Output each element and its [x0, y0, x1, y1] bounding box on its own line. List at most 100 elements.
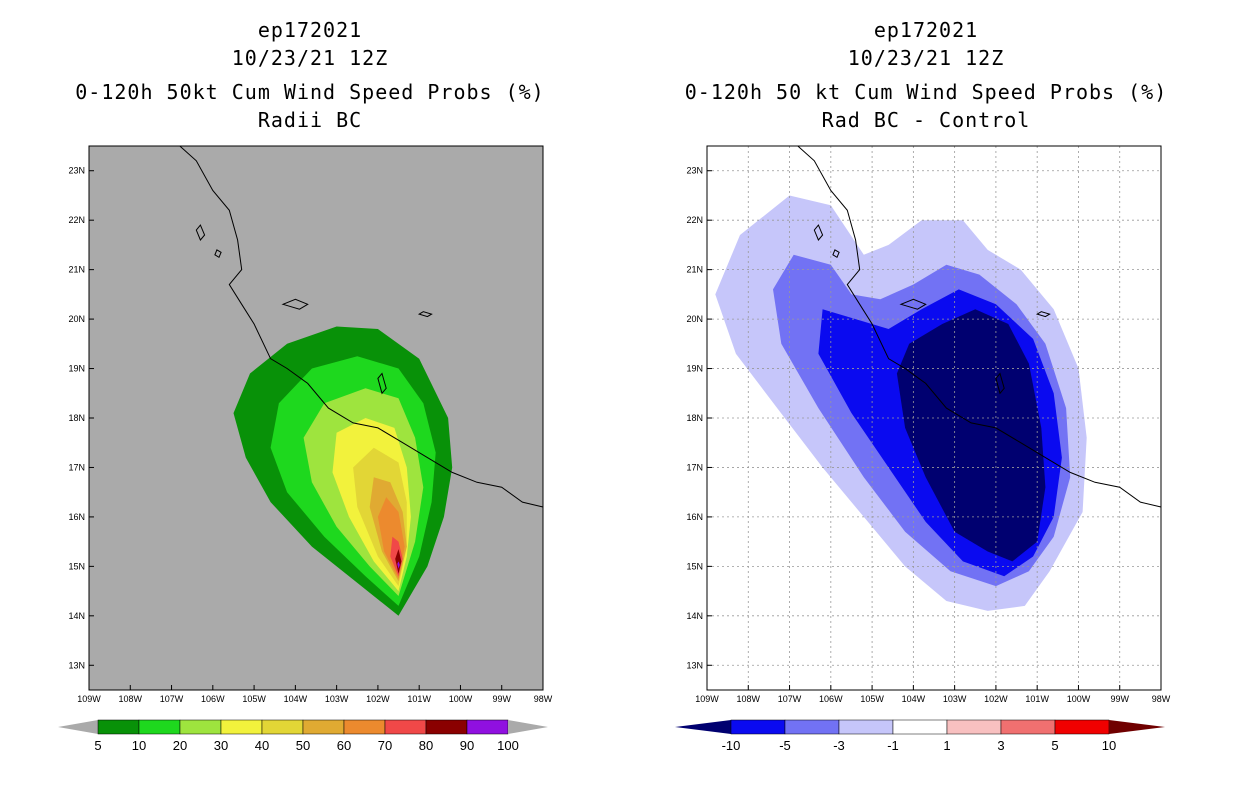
- right-colorbar-label-2: -3: [833, 738, 845, 753]
- left-title-line-2: 10/23/21 12Z: [231, 46, 389, 70]
- right-xtick-label-0: 109W: [695, 694, 719, 704]
- right-colorbar-label-3: -1: [887, 738, 899, 753]
- left-xtick-label-8: 101W: [407, 694, 431, 704]
- right-colorbar-swatch-5: [1000, 719, 1056, 735]
- right-ytick-label-7: 20N: [686, 314, 703, 324]
- left-contour-p90: [397, 561, 400, 569]
- right-coastline: [797, 145, 1162, 508]
- right-xtick-label-7: 102W: [984, 694, 1008, 704]
- right-xtick-label-2: 107W: [778, 694, 802, 704]
- right-island-2: [899, 298, 927, 310]
- left-ytick-label-3: 16N: [68, 512, 85, 522]
- left-colorbar-label-0: 5: [94, 738, 101, 753]
- right-island-4: [1035, 311, 1051, 318]
- right-xtick-label-10: 99W: [1110, 694, 1129, 704]
- right-xtick-label-3: 106W: [819, 694, 843, 704]
- left-title-line-4: Radii BC: [257, 108, 363, 132]
- right-island-0: [813, 224, 824, 241]
- left-colorbar-swatch-8: [425, 719, 468, 735]
- left-ytick-label-0: 13N: [68, 660, 85, 670]
- left-title-line-3: 0-120h 50kt Cum Wind Speed Probs (%): [75, 80, 545, 104]
- left-contour-fills: [88, 145, 544, 691]
- right-title-line-1: ep172021: [873, 18, 979, 42]
- left-colorbar-label-9: 90: [460, 738, 474, 753]
- left-island-3: [377, 372, 387, 395]
- left-colorbar-swatch-7: [384, 719, 427, 735]
- left-colorbar-swatch-9: [466, 719, 509, 735]
- right-colorbar-swatch-2: [838, 719, 894, 735]
- left-contour-p80: [395, 549, 402, 574]
- left-ytick-label-6: 19N: [68, 364, 85, 374]
- left-colorbar-swatch-2: [179, 719, 222, 735]
- left-colorbar: 5 10 20 30 40 50 60 70 80 90 100: [58, 719, 548, 753]
- left-colorbar-label-6: 60: [337, 738, 351, 753]
- right-island-1: [832, 249, 840, 259]
- left-colorbar-swatch-3: [220, 719, 263, 735]
- left-xtick-label-10: 99W: [492, 694, 511, 704]
- left-xtick-label-7: 102W: [366, 694, 390, 704]
- right-colorbar-label-7: 10: [1102, 738, 1116, 753]
- left-ytick-label-2: 15N: [68, 561, 85, 571]
- right-ytick-label-3: 16N: [686, 512, 703, 522]
- left-ytick-label-7: 20N: [68, 314, 85, 324]
- right-title-line-3: 0-120h 50 kt Cum Wind Speed Probs (%): [684, 80, 1168, 104]
- left-colorbar-label-7: 70: [378, 738, 392, 753]
- right-colorbar-swatch-0: [730, 719, 786, 735]
- right-xtick-label-5: 104W: [902, 694, 926, 704]
- right-difference-map: 109W 108W 107W 106W 105W 104W 103W 102W 101W 100W…: [686, 145, 1171, 704]
- right-ytick-label-8: 21N: [686, 265, 703, 275]
- right-colorbar-swatch-4: [946, 719, 1002, 735]
- left-colorbar-swatch-5: [302, 719, 345, 735]
- left-xtick-label-3: 106W: [201, 694, 225, 704]
- right-colorbar-swatch-3: [892, 719, 948, 735]
- left-colorbar-over-arrow: [508, 720, 548, 734]
- left-island-0: [195, 224, 206, 241]
- right-colorbar-over-arrow: [1109, 720, 1165, 734]
- left-ytick-label-4: 17N: [68, 462, 85, 472]
- right-ytick-label-0: 13N: [686, 660, 703, 670]
- right-colorbar-under-arrow: [675, 720, 731, 734]
- left-ytick-label-5: 18N: [68, 413, 85, 423]
- left-probability-map: 109W 108W 107W 106W 105W 104W 103W 102W 101W 100W…: [68, 145, 553, 704]
- left-ytick-label-1: 14N: [68, 611, 85, 621]
- left-xtick-label-1: 108W: [119, 694, 143, 704]
- right-coastline-path: [797, 145, 1162, 508]
- left-colorbar-label-5: 50: [296, 738, 310, 753]
- right-xtick-label-11: 98W: [1152, 694, 1171, 704]
- right-colorbar-label-5: 3: [997, 738, 1004, 753]
- left-ytick-label-10: 23N: [68, 166, 85, 176]
- right-xtick-label-6: 103W: [943, 694, 967, 704]
- left-colorbar-label-2: 20: [173, 738, 187, 753]
- left-colorbar-under-arrow: [58, 720, 98, 734]
- left-xtick-label-2: 107W: [160, 694, 184, 704]
- right-colorbar-swatch-1: [784, 719, 840, 735]
- right-ytick-label-2: 15N: [686, 561, 703, 571]
- left-xtick-label-5: 104W: [284, 694, 308, 704]
- left-island-1: [214, 249, 222, 259]
- right-ytick-label-6: 19N: [686, 364, 703, 374]
- left-title: ep172021 10/23/21 12Z 0-120h 50kt Cum Wi…: [30, 16, 590, 134]
- left-colorbar-label-1: 10: [132, 738, 146, 753]
- right-contour-dm10: [896, 309, 1046, 562]
- left-colorbar-swatch-1: [138, 719, 181, 735]
- right-colorbar-label-6: 5: [1051, 738, 1058, 753]
- left-xtick-label-0: 109W: [77, 694, 101, 704]
- left-colorbar-label-4: 40: [255, 738, 269, 753]
- left-title-line-1: ep172021: [257, 18, 363, 42]
- left-xtick-label-4: 105W: [242, 694, 266, 704]
- left-xtick-label-6: 103W: [325, 694, 349, 704]
- left-xtick-label-9: 100W: [449, 694, 473, 704]
- left-colorbar-swatch-6: [343, 719, 386, 735]
- right-colorbar-swatch-6: [1054, 719, 1110, 735]
- right-xtick-label-8: 101W: [1025, 694, 1049, 704]
- left-colorbar-swatch-0: [97, 719, 140, 735]
- right-colorbar-label-0: -10: [722, 738, 741, 753]
- right-xtick-label-4: 105W: [860, 694, 884, 704]
- right-colorbar: -10 -5 -3 -1 1 3 5 10: [675, 719, 1165, 753]
- left-xtick-label-11: 98W: [534, 694, 553, 704]
- right-title: ep172021 10/23/21 12Z 0-120h 50 kt Cum W…: [646, 16, 1206, 134]
- left-axis-ticks: 109W 108W 107W 106W 105W 104W 103W 102W 101W 100W…: [68, 166, 552, 704]
- left-coastline-path: [179, 145, 544, 508]
- right-title-line-2: 10/23/21 12Z: [847, 46, 1005, 70]
- right-axis-ticks: 109W 108W 107W 106W 105W 104W 103W 102W 101W 100W…: [686, 166, 1170, 704]
